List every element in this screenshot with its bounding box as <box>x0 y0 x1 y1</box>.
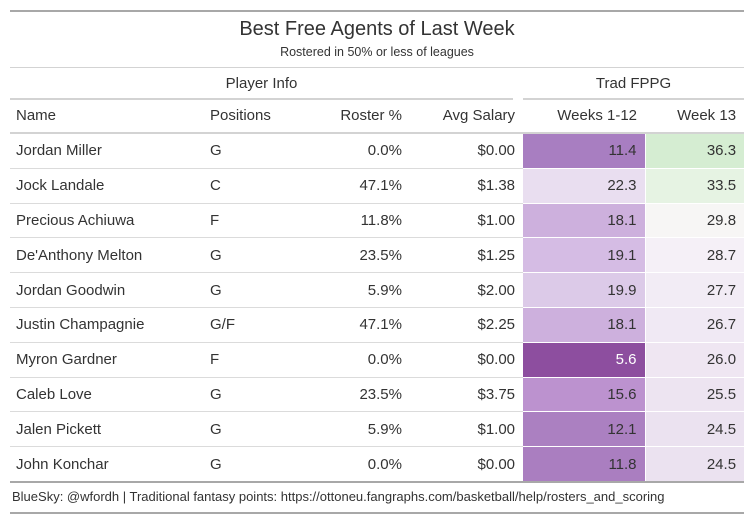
table-row: Precious Achiuwa F 11.8% $1.00 18.1 29.8 <box>10 203 745 239</box>
table-row: Myron Gardner F 0.0% $0.00 5.6 26.0 <box>10 342 745 378</box>
cell-week-13: 24.5 <box>644 411 745 448</box>
spanner-player-info-label: Player Info <box>10 68 514 100</box>
table-row: De'Anthony Melton G 23.5% $1.25 19.1 28.7 <box>10 237 745 274</box>
cell-positions: G <box>202 237 310 274</box>
cell-name: Justin Champagnie <box>10 307 202 343</box>
table-heading: Best Free Agents of Last Week Rostered i… <box>10 10 744 68</box>
cell-week-13: 25.5 <box>644 377 745 413</box>
table-row: Jordan Miller G 0.0% $0.00 11.4 36.3 <box>10 133 745 169</box>
cell-positions: G <box>202 272 310 308</box>
table-body: Jordan Miller G 0.0% $0.00 11.4 36.3 Jock Land… <box>10 133 745 481</box>
table-subtitle: Rostered in 50% or less of leagues <box>280 45 474 59</box>
cell-name: Jock Landale <box>10 168 202 204</box>
cell-weeks-1-12: 19.9 <box>523 272 646 308</box>
cell-weeks-1-12: 19.1 <box>523 237 646 274</box>
column-header-week-13: Week 13 <box>645 100 745 134</box>
free-agents-table: Best Free Agents of Last Week Rostered i… <box>10 10 745 514</box>
table-row: Justin Champagnie G/F 47.1% $2.25 18.1 26.7 <box>10 307 745 343</box>
cell-avg-salary: $3.75 <box>410 377 524 413</box>
table-row: John Konchar G 0.0% $0.00 11.8 24.5 <box>10 446 745 481</box>
data-table: Player Info Trad FPPG Name Positions Ros… <box>10 68 745 481</box>
cell-positions: C <box>202 168 310 204</box>
cell-roster-pct: 47.1% <box>310 168 410 204</box>
table-row: Caleb Love G 23.5% $3.75 15.6 25.5 <box>10 377 745 413</box>
table-row: Jordan Goodwin G 5.9% $2.00 19.9 27.7 <box>10 272 745 308</box>
cell-weeks-1-12: 22.3 <box>523 168 646 204</box>
cell-avg-salary: $0.00 <box>410 342 524 378</box>
cell-name: De'Anthony Melton <box>10 237 202 274</box>
cell-avg-salary: $2.25 <box>410 307 524 343</box>
cell-week-13: 26.7 <box>644 307 745 343</box>
column-header-weeks-1-12: Weeks 1-12 <box>523 100 646 134</box>
cell-weeks-1-12: 11.8 <box>523 446 646 481</box>
cell-weeks-1-12: 18.1 <box>523 307 646 343</box>
cell-avg-salary: $2.00 <box>410 272 524 308</box>
cell-roster-pct: 11.8% <box>310 203 410 239</box>
cell-positions: G <box>202 411 310 448</box>
cell-roster-pct: 0.0% <box>310 133 410 169</box>
spanner-row: Player Info Trad FPPG <box>10 68 745 100</box>
cell-roster-pct: 5.9% <box>310 272 410 308</box>
cell-weeks-1-12: 15.6 <box>523 377 646 413</box>
cell-weeks-1-12: 5.6 <box>523 342 646 378</box>
cell-avg-salary: $1.00 <box>410 203 524 239</box>
table-row: Jalen Pickett G 5.9% $1.00 12.1 24.5 <box>10 411 745 448</box>
cell-week-13: 33.5 <box>644 168 745 204</box>
cell-avg-salary: $0.00 <box>410 133 524 169</box>
cell-weeks-1-12: 18.1 <box>523 203 646 239</box>
cell-avg-salary: $0.00 <box>477 455 516 473</box>
cell-name: Caleb Love <box>10 377 202 413</box>
cell-week-13: 24.5 <box>644 446 745 481</box>
cell-weeks-1-12: 11.4 <box>523 133 646 169</box>
spanner-trad-fppg-label: Trad FPPG <box>523 68 745 100</box>
table-title: Best Free Agents of Last Week <box>239 18 515 40</box>
table-row: Jock Landale C 47.1% $1.38 22.3 33.5 <box>10 168 745 204</box>
cell-weeks-1-12: 12.1 <box>523 411 646 448</box>
cell-week-13: 29.8 <box>644 203 745 239</box>
spanner-trad-fppg: Trad FPPG <box>523 68 745 100</box>
cell-week-13: 36.3 <box>644 133 745 169</box>
column-header-avg-salary: Avg Salary <box>410 100 524 134</box>
cell-week-13: 28.7 <box>644 237 745 274</box>
cell-week-13: 27.7 <box>644 272 745 308</box>
cell-positions: G/F <box>202 307 310 343</box>
cell-roster-pct: 23.5% <box>310 377 410 413</box>
cell-name: Jordan Goodwin <box>10 272 202 308</box>
cell-roster-pct: 5.9% <box>310 411 410 448</box>
cell-positions: G <box>210 455 222 473</box>
cell-roster-pct: 23.5% <box>310 237 410 274</box>
column-header-name: Name <box>10 100 202 134</box>
column-header-positions: Positions <box>202 100 310 134</box>
cell-name: Jalen Pickett <box>10 411 202 448</box>
source-note: BlueSky: @wfordh | Traditional fantasy p… <box>10 480 744 514</box>
spanner-player-info: Player Info <box>10 68 523 100</box>
column-header-roster-pct: Roster % <box>310 100 410 134</box>
cell-positions: G <box>202 133 310 169</box>
cell-name: Precious Achiuwa <box>10 203 202 239</box>
cell-name: John Konchar <box>16 455 109 473</box>
cell-avg-salary: $1.00 <box>410 411 524 448</box>
cell-week-13: 26.0 <box>644 342 745 378</box>
cell-avg-salary: $1.25 <box>410 237 524 274</box>
cell-name: Jordan Miller <box>10 133 202 169</box>
column-header-row: Name Positions Roster % Avg Salary Weeks… <box>10 100 745 134</box>
cell-positions: F <box>202 203 310 239</box>
cell-roster-pct: 0.0% <box>367 455 402 473</box>
cell-positions: F <box>202 342 310 378</box>
cell-avg-salary: $1.38 <box>410 168 524 204</box>
cell-name: Myron Gardner <box>10 342 202 378</box>
cell-positions: G <box>202 377 310 413</box>
cell-roster-pct: 47.1% <box>310 307 410 343</box>
cell-roster-pct: 0.0% <box>310 342 410 378</box>
